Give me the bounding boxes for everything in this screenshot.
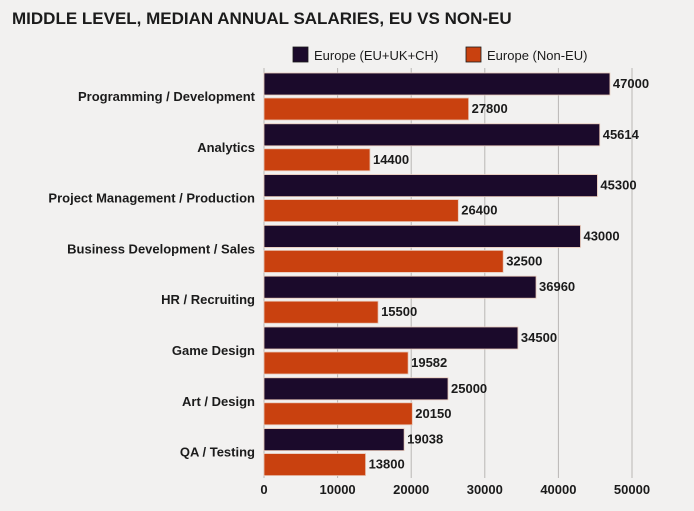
data-label: 20150 <box>415 406 451 421</box>
data-label: 32500 <box>506 253 542 268</box>
bar <box>263 377 449 401</box>
bar <box>263 72 611 96</box>
legend-label: Europe (EU+UK+CH) <box>314 48 438 63</box>
x-tick-label: 50000 <box>614 482 650 497</box>
data-label: 26400 <box>461 203 497 218</box>
x-axis-ticks: 0 10000 20000 30000 40000 50000 <box>260 482 650 497</box>
data-label: 34500 <box>521 330 557 345</box>
data-label: 36960 <box>539 279 575 294</box>
data-label: 43000 <box>583 228 619 243</box>
labels: Programming / Development 47000 27800 Analy… <box>48 76 649 472</box>
category-label: QA / Testing <box>180 445 255 460</box>
category-label: Art / Design <box>182 394 255 409</box>
bar <box>263 402 413 426</box>
category-label: Programming / Development <box>78 89 256 104</box>
x-tick-label: 30000 <box>467 482 503 497</box>
data-label: 19038 <box>407 432 443 447</box>
bar <box>263 97 470 121</box>
data-label: 13800 <box>369 457 405 472</box>
bar <box>263 453 366 477</box>
chart-title: MIDDLE LEVEL, MEDIAN ANNUAL SALARIES, EU… <box>12 9 512 28</box>
bar <box>263 249 504 273</box>
data-label: 45300 <box>600 178 636 193</box>
category-label: HR / Recruiting <box>161 292 255 307</box>
bar <box>263 300 379 324</box>
data-label: 25000 <box>451 381 487 396</box>
data-label: 47000 <box>613 76 649 91</box>
x-tick-label: 0 <box>260 482 267 497</box>
legend-swatch <box>292 46 309 63</box>
legend-swatch <box>465 46 482 63</box>
bar <box>263 275 537 299</box>
bar <box>263 224 581 248</box>
x-tick-label: 10000 <box>320 482 356 497</box>
bar <box>263 199 459 223</box>
legend: Europe (EU+UK+CH) Europe (Non-EU) <box>292 46 587 63</box>
data-label: 27800 <box>472 101 508 116</box>
bar <box>263 326 519 350</box>
x-tick-label: 20000 <box>393 482 429 497</box>
x-tick-label: 40000 <box>540 482 576 497</box>
category-label: Business Development / Sales <box>67 241 255 256</box>
bar <box>263 428 405 452</box>
bar <box>263 351 409 375</box>
category-label: Project Management / Production <box>48 191 255 206</box>
bar <box>263 123 601 147</box>
category-label: Game Design <box>172 343 255 358</box>
data-label: 45614 <box>603 127 640 142</box>
bar <box>263 148 371 172</box>
legend-label: Europe (Non-EU) <box>487 48 587 63</box>
data-label: 19582 <box>411 355 447 370</box>
data-label: 14400 <box>373 152 409 167</box>
data-label: 15500 <box>381 304 417 319</box>
bars <box>263 72 611 477</box>
bar <box>263 174 598 198</box>
category-label: Analytics <box>197 140 255 155</box>
